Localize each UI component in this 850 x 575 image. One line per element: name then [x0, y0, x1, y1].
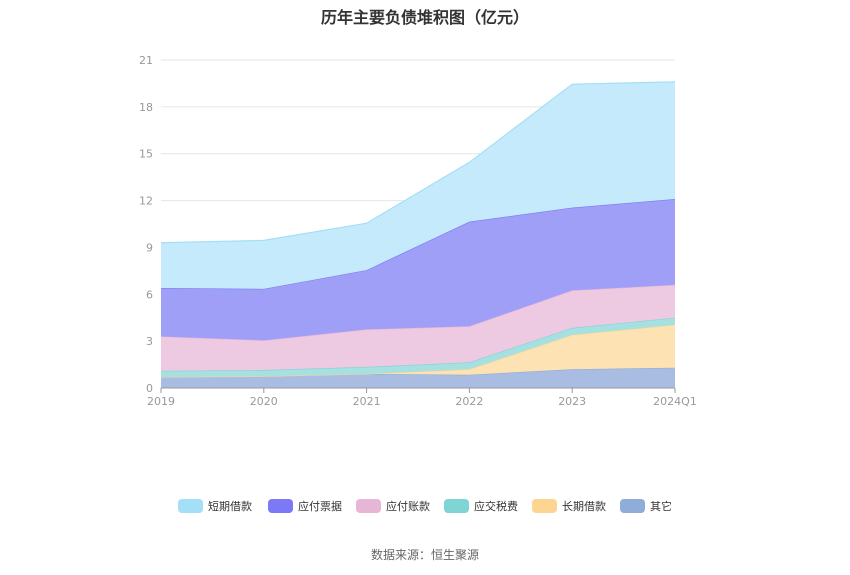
x-tick-label: 2021 [353, 395, 381, 408]
legend-item-应交税费[interactable]: 应交税费 [444, 499, 518, 513]
y-tick-label: 12 [139, 195, 153, 208]
y-tick-label: 15 [139, 148, 153, 161]
y-tick-label: 0 [146, 382, 153, 395]
x-tick-label: 2020 [250, 395, 278, 408]
legend-swatch [178, 499, 203, 513]
y-tick-label: 18 [139, 101, 153, 114]
area-长期借款 [161, 324, 675, 378]
x-tick-label: 2019 [147, 395, 175, 408]
area-短期借款 [161, 81, 675, 289]
legend[interactable]: 短期借款 应付票据 应付账款 应交税费 长期借款 其它 [178, 499, 672, 513]
legend-label: 短期借款 [208, 499, 252, 513]
legend-item-其它[interactable]: 其它 [620, 499, 672, 513]
legend-item-应付账款[interactable]: 应付账款 [356, 499, 430, 513]
legend-item-短期借款[interactable]: 短期借款 [178, 499, 252, 513]
legend-label: 应付票据 [298, 499, 342, 513]
area-应交税费 [161, 317, 675, 378]
y-tick-label: 6 [146, 288, 153, 301]
legend-label: 应付账款 [386, 499, 430, 513]
x-tick-label: 2022 [455, 395, 483, 408]
y-tick-label: 3 [146, 335, 153, 348]
area-应付票据 [161, 199, 675, 341]
x-tick-label: 2023 [558, 395, 586, 408]
area-其它 [161, 367, 675, 388]
area-line-短期借款 [160, 81, 676, 244]
chart-title: 历年主要负债堆积图（亿元） [320, 8, 529, 27]
legend-label: 长期借款 [562, 499, 606, 513]
legend-label: 其它 [650, 499, 672, 513]
legend-item-长期借款[interactable]: 长期借款 [532, 499, 606, 513]
legend-swatch [444, 499, 469, 513]
legend-item-应付票据[interactable]: 应付票据 [268, 499, 342, 513]
x-tick-label: 2024Q1 [653, 395, 697, 408]
y-tick-label: 9 [146, 241, 153, 254]
legend-swatch [532, 499, 557, 513]
area-series [160, 81, 676, 388]
legend-swatch [620, 499, 645, 513]
legend-swatch [356, 499, 381, 513]
legend-swatch [268, 499, 293, 513]
axes: 0 3 6 9 12 15 18 21 2019 2020 2021 2022 2023 2024Q1 [139, 54, 697, 408]
legend-label: 应交税费 [474, 499, 518, 513]
data-source: 数据来源：恒生聚源 [370, 548, 479, 562]
y-tick-label: 21 [139, 54, 153, 67]
